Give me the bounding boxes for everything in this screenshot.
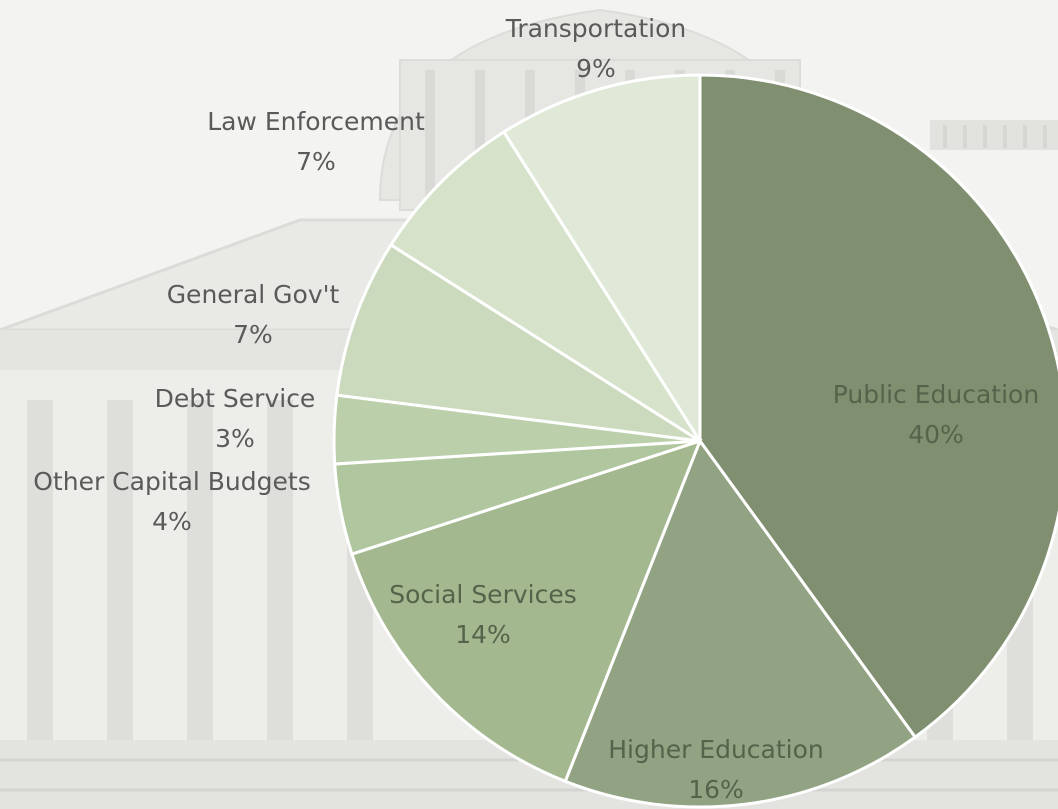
pie-label-value: 7% bbox=[296, 147, 336, 176]
pie-label-value: 9% bbox=[576, 54, 616, 83]
pie-label-category: General Gov't bbox=[167, 280, 340, 309]
pie-label-other-capital-budgets: Other Capital Budgets 4% bbox=[33, 467, 310, 536]
pie-slice-transportation bbox=[501, 73, 702, 447]
pie-label-category: Law Enforcement bbox=[207, 107, 425, 136]
pie-label-category: Transportation bbox=[505, 14, 687, 43]
pie-label-value: 3% bbox=[215, 424, 255, 453]
pie-label-social-services: Social Services 14% bbox=[389, 580, 577, 649]
pie-label-value: 16% bbox=[688, 775, 744, 804]
pie-label-category: Other Capital Budgets bbox=[33, 467, 310, 496]
pie-label-general-gov-t: General Gov't 7% bbox=[167, 280, 340, 349]
pie-label-category: Public Education bbox=[833, 380, 1039, 409]
pie-label-value: 40% bbox=[908, 420, 964, 449]
pie-slice-general-gov-t bbox=[335, 242, 701, 443]
pie-label-value: 7% bbox=[233, 320, 273, 349]
pie-slice-higher-education bbox=[563, 437, 918, 809]
pie-label-debt-service: Debt Service 3% bbox=[155, 384, 316, 453]
pie-label-category: Debt Service bbox=[155, 384, 316, 413]
pie-label-value: 4% bbox=[152, 507, 192, 536]
pie-label-public-education: Public Education 40% bbox=[833, 380, 1039, 449]
pie-label-higher-education: Higher Education 16% bbox=[608, 735, 824, 804]
pie-label-category: Social Services bbox=[389, 580, 577, 609]
pie-slice-law-enforcement bbox=[388, 129, 702, 443]
pie-slice-public-education bbox=[698, 73, 1058, 740]
pie-label-transportation: Transportation 9% bbox=[505, 14, 687, 83]
pie-label-category: Higher Education bbox=[608, 735, 824, 764]
pie-label-value: 14% bbox=[455, 620, 511, 649]
pie-label-law-enforcement: Law Enforcement 7% bbox=[207, 107, 425, 176]
